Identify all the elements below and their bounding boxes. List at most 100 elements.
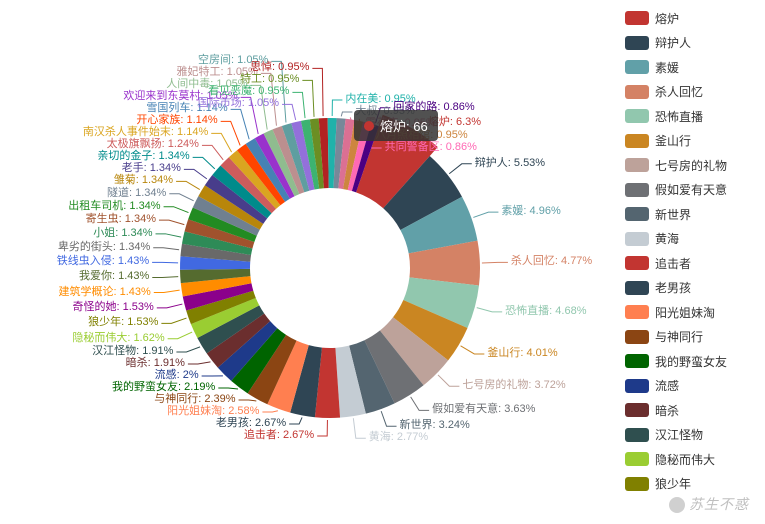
- legend-label: 阳光姐妹淘: [655, 304, 715, 321]
- leader-line: [221, 121, 240, 145]
- leader-line: [449, 164, 472, 174]
- leader-line: [157, 304, 183, 308]
- legend-label: 我的野蛮女友: [655, 353, 727, 370]
- legend-swatch-icon: [625, 158, 649, 172]
- legend-item[interactable]: 熔炉: [625, 6, 755, 31]
- legend-item[interactable]: 七号房的礼物: [625, 153, 755, 178]
- leader-line: [241, 97, 259, 134]
- legend-swatch-icon: [625, 207, 649, 221]
- legend-item[interactable]: 黄海: [625, 227, 755, 252]
- leader-line: [152, 277, 178, 278]
- leader-line: [477, 308, 502, 312]
- legend-item[interactable]: 辩护人: [625, 31, 755, 56]
- leader-line: [271, 61, 286, 122]
- legend-item[interactable]: 杀人回忆: [625, 80, 755, 105]
- legend-swatch-icon: [625, 183, 649, 197]
- legend-item[interactable]: 暗杀: [625, 398, 755, 423]
- chart-container: 熔炉: 6.3%辩护人: 5.53%素媛: 4.96%杀人回忆: 4.77%恐怖…: [0, 0, 765, 524]
- leader-line: [193, 157, 215, 169]
- legend-label: 追击者: [655, 255, 691, 272]
- legend-item[interactable]: 恐怖直播: [625, 104, 755, 129]
- legend-swatch-icon: [625, 36, 649, 50]
- legend-swatch-icon: [625, 134, 649, 148]
- legend-label: 七号房的礼物: [655, 157, 727, 174]
- legend-item[interactable]: 隐秘而伟大: [625, 447, 755, 472]
- legend-item[interactable]: 釜山行: [625, 129, 755, 154]
- legend-item[interactable]: 流感: [625, 374, 755, 399]
- legend-item[interactable]: 追击者: [625, 251, 755, 276]
- legend-item[interactable]: 新世界: [625, 202, 755, 227]
- leader-line: [169, 194, 193, 201]
- legend-label: 汉江怪物: [655, 426, 703, 443]
- leader-line: [202, 145, 223, 160]
- legend-label: 黄海: [655, 230, 679, 247]
- leader-line: [262, 411, 277, 412]
- legend-item[interactable]: 与神同行: [625, 325, 755, 350]
- legend-swatch-icon: [625, 60, 649, 74]
- leader-line: [152, 262, 178, 263]
- legend-swatch-icon: [625, 281, 649, 295]
- leader-line: [211, 133, 231, 152]
- leader-line: [239, 400, 257, 401]
- leader-line: [341, 112, 352, 116]
- legend-item[interactable]: 我的野蛮女友: [625, 349, 755, 374]
- legend-swatch-icon: [625, 109, 649, 123]
- legend-swatch-icon: [625, 354, 649, 368]
- legend-swatch-icon: [625, 452, 649, 466]
- leader-line: [381, 411, 396, 426]
- leader-line: [317, 420, 327, 436]
- leader-line: [159, 220, 184, 225]
- legend-item[interactable]: 老男孩: [625, 276, 755, 301]
- leader-line: [184, 169, 207, 179]
- leader-line: [153, 248, 179, 250]
- legend-label: 假如爱有天意: [655, 181, 727, 198]
- legend[interactable]: 熔炉辩护人素媛杀人回忆恐怖直播釜山行七号房的礼物假如爱有天意新世界黄海追击者老男…: [625, 6, 755, 516]
- legend-item[interactable]: 假如爱有天意: [625, 178, 755, 203]
- leader-line: [289, 417, 302, 424]
- legend-swatch-icon: [625, 232, 649, 246]
- leader-line: [176, 181, 200, 189]
- leader-line: [438, 375, 459, 386]
- leader-line: [332, 100, 342, 116]
- legend-label: 熔炉: [655, 10, 679, 27]
- leader-line: [164, 207, 189, 213]
- legend-swatch-icon: [625, 379, 649, 393]
- legend-label: 辩护人: [655, 34, 691, 51]
- legend-label: 釜山行: [655, 132, 691, 149]
- legend-label: 流感: [655, 377, 679, 394]
- legend-label: 狼少年: [655, 475, 691, 492]
- leader-line: [161, 318, 186, 323]
- legend-swatch-icon: [625, 85, 649, 99]
- legend-label: 与神同行: [655, 328, 703, 345]
- leader-line: [218, 388, 238, 389]
- legend-swatch-icon: [625, 305, 649, 319]
- legend-label: 暗杀: [655, 402, 679, 419]
- legend-item[interactable]: 素媛: [625, 55, 755, 80]
- legend-swatch-icon: [625, 403, 649, 417]
- leader-line: [482, 262, 508, 263]
- legend-swatch-icon: [625, 11, 649, 25]
- legend-swatch-icon: [625, 330, 649, 344]
- leader-line: [154, 290, 180, 292]
- legend-label: 老男孩: [655, 279, 691, 296]
- legend-item[interactable]: 汉江怪物: [625, 423, 755, 448]
- legend-label: 新世界: [655, 206, 691, 223]
- leader-line: [176, 347, 200, 352]
- leader-line: [411, 397, 429, 411]
- legend-label: 杀人回忆: [655, 83, 703, 100]
- legend-swatch-icon: [625, 477, 649, 491]
- leader-line: [188, 362, 211, 364]
- leader-line: [353, 418, 365, 438]
- legend-swatch-icon: [625, 256, 649, 270]
- leader-line: [156, 234, 182, 237]
- leader-line: [413, 123, 425, 126]
- legend-label: 隐秘而伟大: [655, 451, 715, 468]
- legend-swatch-icon: [625, 428, 649, 442]
- legend-item[interactable]: 狼少年: [625, 472, 755, 497]
- legend-label: 恐怖直播: [655, 108, 703, 125]
- leader-line: [168, 332, 193, 339]
- leader-line: [282, 104, 296, 120]
- legend-item[interactable]: 阳光姐妹淘: [625, 300, 755, 325]
- leader-line: [473, 212, 498, 217]
- leader-line: [231, 109, 250, 139]
